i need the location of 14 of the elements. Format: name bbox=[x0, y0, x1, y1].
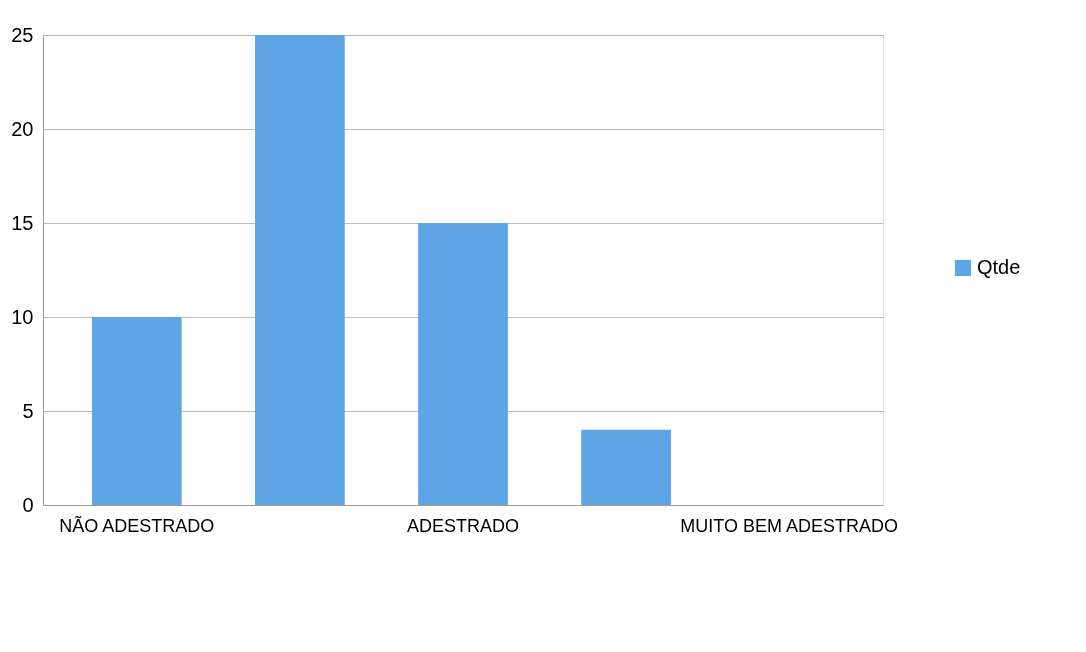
x-tick-label: ADESTRADO bbox=[406, 515, 520, 536]
y-tick-label: 10 bbox=[11, 305, 34, 328]
x-tick-label: NÃO ADESTRADO bbox=[59, 514, 215, 536]
bar bbox=[581, 429, 671, 505]
y-tick-label: 20 bbox=[11, 117, 34, 140]
x-tick-label: MUITO BEM ADESTRADO bbox=[680, 515, 899, 536]
bar bbox=[91, 317, 182, 505]
y-tick-label: 5 bbox=[22, 399, 34, 422]
y-tick-label: 15 bbox=[11, 211, 34, 234]
legend-label: Qtde bbox=[977, 256, 1021, 278]
bar bbox=[418, 223, 508, 505]
y-tick-label: 25 bbox=[11, 23, 34, 46]
bar bbox=[255, 35, 345, 505]
y-tick-label: 0 bbox=[22, 493, 34, 516]
